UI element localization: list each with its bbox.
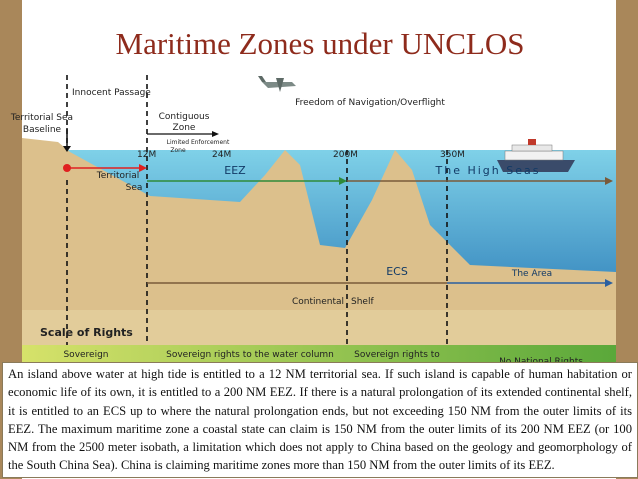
label: Territorial: [96, 171, 140, 181]
label: Innocent Passage: [72, 88, 151, 98]
note: An island above water at high tide is en…: [2, 362, 638, 478]
scale-item: Sovereign: [63, 350, 108, 360]
label: Contiguous: [159, 112, 210, 122]
arrowhead: [139, 164, 147, 172]
label: Baseline: [23, 125, 62, 135]
zone-lines: [66, 75, 448, 345]
label: Limited Enforcement: [167, 139, 230, 146]
plane: [258, 76, 296, 92]
scale-bar: [22, 345, 616, 363]
ship: [497, 139, 575, 172]
scale-title: Scale of Rights: [40, 326, 133, 339]
label: Sea: [126, 183, 143, 193]
distance: 200M: [333, 150, 358, 160]
label: Zone: [173, 123, 196, 133]
arrowhead: [63, 146, 71, 152]
distance: 12M: [137, 150, 156, 160]
label: Shelf: [351, 297, 374, 307]
seabed: [22, 138, 616, 345]
label: ECS: [386, 265, 408, 278]
arrowhead: [339, 177, 347, 185]
label: The High Seas: [435, 164, 541, 177]
distance: 24M: [212, 150, 231, 160]
distance: 350M: [440, 150, 465, 160]
title: Maritime Zones under UNCLOS: [116, 26, 525, 61]
label: Freedom of Navigation/Overflight: [295, 98, 445, 108]
label: Continental: [292, 297, 344, 307]
ground: [22, 310, 616, 345]
arrowhead: [605, 279, 613, 287]
label: Zone: [170, 147, 186, 154]
scale-item: Sovereign rights to the water column: [166, 350, 334, 360]
arrowhead: [212, 131, 219, 137]
label: The Area: [511, 269, 552, 279]
label: Territorial Sea: [10, 113, 73, 123]
scale-item: Sovereign rights to: [354, 350, 440, 360]
arrowhead: [605, 177, 613, 185]
label: EEZ: [224, 164, 246, 177]
